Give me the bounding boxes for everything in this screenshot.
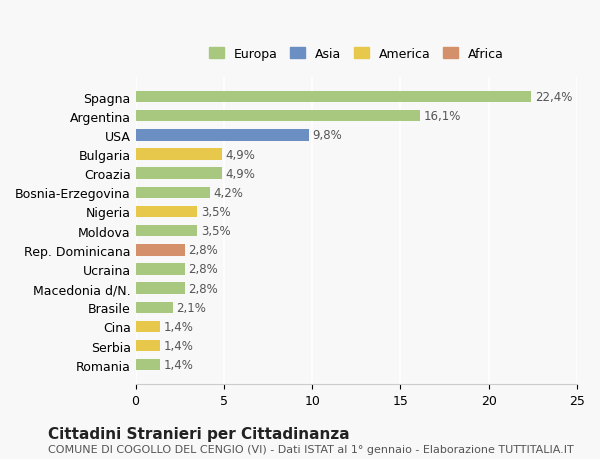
Text: Cittadini Stranieri per Cittadinanza: Cittadini Stranieri per Cittadinanza [48,425,350,441]
Text: 9,8%: 9,8% [312,129,342,142]
Text: 2,8%: 2,8% [188,263,218,276]
Text: 1,4%: 1,4% [164,358,194,371]
Text: 3,5%: 3,5% [201,224,230,238]
Text: 22,4%: 22,4% [535,91,572,104]
Bar [136,302,173,313]
Bar [136,263,185,275]
Bar [136,149,222,160]
Bar [136,111,420,122]
Text: 4,9%: 4,9% [226,167,256,180]
Bar [136,92,531,103]
Bar [136,225,197,237]
Bar [136,168,222,179]
Text: 4,2%: 4,2% [214,186,243,199]
Text: 16,1%: 16,1% [424,110,461,123]
Legend: Europa, Asia, America, Africa: Europa, Asia, America, Africa [205,44,508,64]
Bar [136,130,308,141]
Bar [136,340,160,352]
Bar [136,283,185,294]
Bar [136,321,160,332]
Bar [136,187,210,199]
Bar [136,206,197,218]
Text: 4,9%: 4,9% [226,148,256,161]
Text: 3,5%: 3,5% [201,206,230,218]
Text: COMUNE DI COGOLLO DEL CENGIO (VI) - Dati ISTAT al 1° gennaio - Elaborazione TUTT: COMUNE DI COGOLLO DEL CENGIO (VI) - Dati… [48,444,574,454]
Text: 2,8%: 2,8% [188,282,218,295]
Bar [136,245,185,256]
Bar [136,359,160,371]
Text: 2,8%: 2,8% [188,244,218,257]
Text: 2,1%: 2,1% [176,301,206,314]
Text: 1,4%: 1,4% [164,320,194,333]
Text: 1,4%: 1,4% [164,339,194,353]
